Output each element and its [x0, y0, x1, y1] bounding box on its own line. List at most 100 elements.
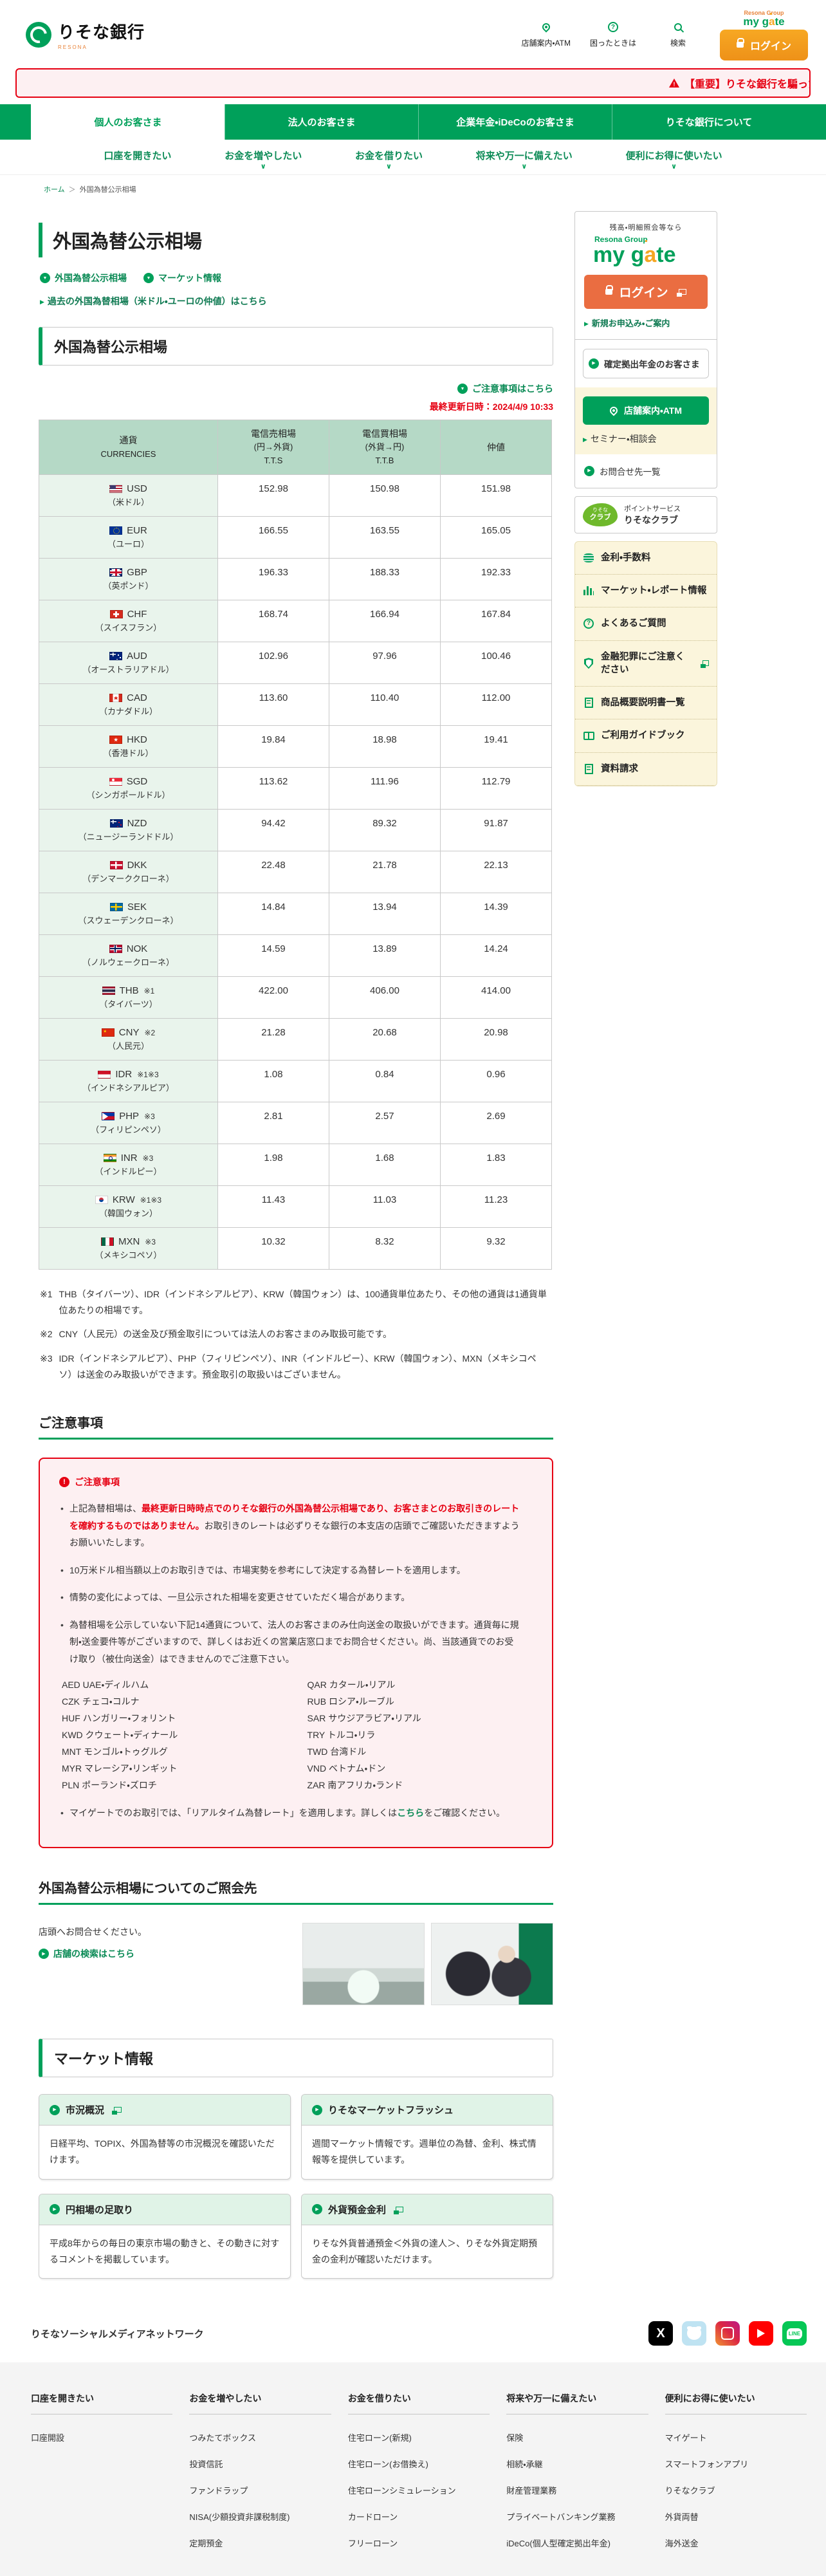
unlisted-currency: HUF ハンガリー・フォリント [62, 1712, 176, 1723]
resona-logo[interactable]: りそな銀行 RESONA [26, 19, 145, 50]
unlisted-currency: MNT モンゴル・トゥグルグ [62, 1746, 168, 1757]
social-icon[interactable] [648, 2321, 673, 2346]
sidebar-menu-item[interactable]: マーケット・レポート情報 [575, 575, 717, 608]
quick-link-label: 困ったときは [589, 39, 636, 48]
footer-link[interactable]: 外貨両替 [665, 2512, 699, 2523]
sidebar-login-button[interactable]: ログイン [584, 274, 708, 309]
col-header-middle: 仲値 [440, 420, 552, 475]
currency-name: （人民元） [107, 1041, 149, 1052]
footer-link[interactable]: 住宅ローン(お借換え) [347, 2460, 428, 2470]
currency-flag-icon [109, 735, 123, 744]
social-icon[interactable] [782, 2321, 807, 2346]
important-alert-banner[interactable]: 【重要】りそな銀行を騙った [15, 68, 811, 98]
footer-link[interactable]: 口座開設 [31, 2433, 65, 2443]
header-quick-link[interactable]: 店舗案内・ATM [521, 21, 571, 48]
nav-tab[interactable]: 法人のお客さま [225, 104, 418, 140]
card-description: りそな外貨普通預金＜外貨の達人＞、りそな外貨定期預金の金利が確認いただけます。 [302, 2224, 553, 2278]
notice-item: 為替相場を公示していない下記14通貨について、法人のお客さまのみ仕向送金の取扱い… [59, 1617, 522, 1668]
rate-ttb: 13.89 [329, 934, 441, 977]
seminar-link[interactable]: セミナー・相談会 [583, 434, 657, 444]
breadcrumb-home-link[interactable]: ホーム [44, 186, 65, 194]
footer-link[interactable]: プライベートバンキング業務 [506, 2512, 616, 2523]
card-title: りそなマーケットフラッシュ [328, 2105, 454, 2117]
market-info-card[interactable]: 市況概況 日経平均、TOPIX、外国為替等の市況概況を確認いただけます。 [39, 2094, 291, 2180]
footnotes: ※1 THB（タイバーツ）、IDR（インドネシアルピア）、KRW（韓国ウォン）は、… [40, 1286, 553, 1383]
card-title: 外貨預金金利 [328, 2204, 387, 2216]
anchor-link[interactable]: 外国為替公示相場 [40, 272, 127, 284]
rate-middle: 20.98 [440, 1017, 552, 1061]
footer-link[interactable]: 海外送金 [665, 2539, 699, 2549]
header-quick-link[interactable]: 検索 [656, 21, 701, 48]
contact-list-link[interactable]: お問合せ先一覧 [600, 467, 661, 477]
footer-link[interactable]: ファンドラップ [189, 2486, 248, 2496]
footer-link[interactable]: フリーローン [347, 2539, 398, 2549]
subnav-item[interactable]: お金を借りたい [355, 149, 423, 171]
subnav-item[interactable]: 口座を開きたい [104, 151, 172, 162]
external-link-icon [394, 2206, 404, 2214]
anchor-link[interactable]: マーケット情報 [143, 272, 221, 284]
sidebar-menu-item[interactable]: 金利・手数料 [575, 542, 717, 575]
fx-rates-table: 通貨 CURRENCIES 電信売相場 (円→外貨) T.T.S 電信買相場 (外貨→円… [39, 420, 552, 1270]
header-quick-link[interactable]: 困ったときは [590, 21, 636, 48]
quick-link-label: 店舗案内・ATM [521, 39, 571, 48]
dc-pension-button[interactable]: 確定拠出年金のお客さま [583, 348, 709, 378]
currency-code: AUD [127, 650, 147, 662]
login-button[interactable]: ログイン [719, 29, 808, 60]
currency-name: （スイスフラン） [95, 623, 162, 633]
currency-row: USD （米ドル） 152.98 150.98 151.98 [39, 474, 552, 517]
footer-link[interactable]: 住宅ローンシミュレーション [347, 2486, 456, 2496]
currency-code: CNY [118, 1026, 140, 1038]
footer-link[interactable]: 保険 [506, 2433, 524, 2443]
subnav-item[interactable]: 将来や万一に備えたい [476, 149, 573, 171]
sidebar-menu-item[interactable]: 商品概要説明書一覧 [575, 687, 717, 720]
rate-tts: 152.98 [217, 474, 329, 517]
footer-link[interactable]: 住宅ローン(新規) [347, 2433, 412, 2443]
currency-row: NZD （ニュージーランドドル） 94.42 89.32 91.87 [39, 808, 552, 851]
realtime-rate-link[interactable]: こちら [397, 1807, 425, 1818]
quick-link-label: 検索 [670, 39, 686, 48]
currency-cell: SEK （スウェーデンクローネ） [39, 892, 218, 935]
social-icon[interactable] [682, 2321, 706, 2346]
footer-link[interactable]: NISA(少額投資非課税制度) [189, 2512, 290, 2523]
footer-link[interactable]: スマートフォンアプリ [665, 2460, 749, 2470]
footer-link[interactable]: りそなクラブ [665, 2486, 715, 2496]
sidebar-menu-item[interactable]: よくあるご質問 [575, 607, 717, 641]
currency-code: HKD [127, 734, 147, 745]
circle-arrow-down-icon [457, 384, 468, 394]
footnote: ※3 IDR（インドネシアルピア）、PHP（フィリピンペソ）、INR（インドルピー… [40, 1353, 537, 1380]
footer-link[interactable]: 財産管理業務 [506, 2486, 557, 2496]
nav-tab[interactable]: 企業年金・iDeCoのお客さま [418, 104, 612, 140]
chevron-down-icon [521, 163, 527, 171]
signup-link[interactable]: 新規お申込み・ご案内 [584, 317, 708, 329]
branch-search-link[interactable]: 店舗の検索はこちら [39, 1945, 289, 1963]
sidebar-menu-item[interactable]: 金融犯罪にご注意ください [575, 641, 717, 687]
sidebar-menu-item[interactable]: ご利用ガイドブック [575, 719, 717, 753]
market-info-card[interactable]: りそなマーケットフラッシュ 週間マーケット情報です。週単位の為替、金利、株式情報… [301, 2094, 553, 2180]
footer-link[interactable]: iDeCo(個人型確定拠出年金) [506, 2539, 611, 2549]
resona-club-banner[interactable]: りそな クラブ ポイントサービス りそなクラブ [574, 496, 717, 533]
nav-tab[interactable]: りそな銀行について [612, 104, 805, 140]
footer-link[interactable]: つみたてボックス [189, 2433, 257, 2443]
footer-link[interactable]: 定期預金 [189, 2539, 223, 2549]
past-rates-link[interactable]: 過去の外国為替相場（米ドル・ユーロの仲値）はこちら [40, 296, 267, 306]
footer-link[interactable]: 投資信託 [189, 2460, 223, 2470]
rate-tts: 102.96 [217, 641, 329, 684]
market-info-card[interactable]: 外貨預金金利 りそな外貨普通預金＜外貨の達人＞、りそな外貨定期預金の金利が確認い… [301, 2193, 553, 2279]
market-info-card[interactable]: 円相場の足取り 平成8年からの毎日の東京市場の動きと、その動きに対するコメントを… [39, 2193, 291, 2279]
rate-tts: 2.81 [217, 1101, 329, 1144]
notes-heading: ご注意事項 [39, 1413, 553, 1440]
footer-link[interactable]: カードローン [347, 2512, 398, 2523]
notes-anchor-link[interactable]: ご注意事項はこちら [457, 382, 553, 395]
subnav-item[interactable]: お金を増やしたい [225, 149, 302, 171]
currency-row: INR ※3 （インドルピー） 1.98 1.68 1.83 [39, 1143, 552, 1186]
social-icon[interactable] [749, 2321, 773, 2346]
footer-link[interactable]: 相続・承継 [506, 2460, 543, 2470]
branch-atm-button[interactable]: 店舗案内・ATM [583, 396, 709, 425]
footer-link[interactable]: マイゲート [665, 2433, 707, 2443]
sidebar-menu-item[interactable]: 資料請求 [575, 753, 717, 786]
nav-tab[interactable]: 個人のお客さま [31, 104, 225, 140]
rate-middle: 14.24 [440, 934, 552, 977]
social-icon[interactable] [715, 2321, 740, 2346]
currency-name: （シンガポールドル） [86, 790, 170, 801]
subnav-item[interactable]: 便利にお得に使いたい [626, 149, 722, 171]
